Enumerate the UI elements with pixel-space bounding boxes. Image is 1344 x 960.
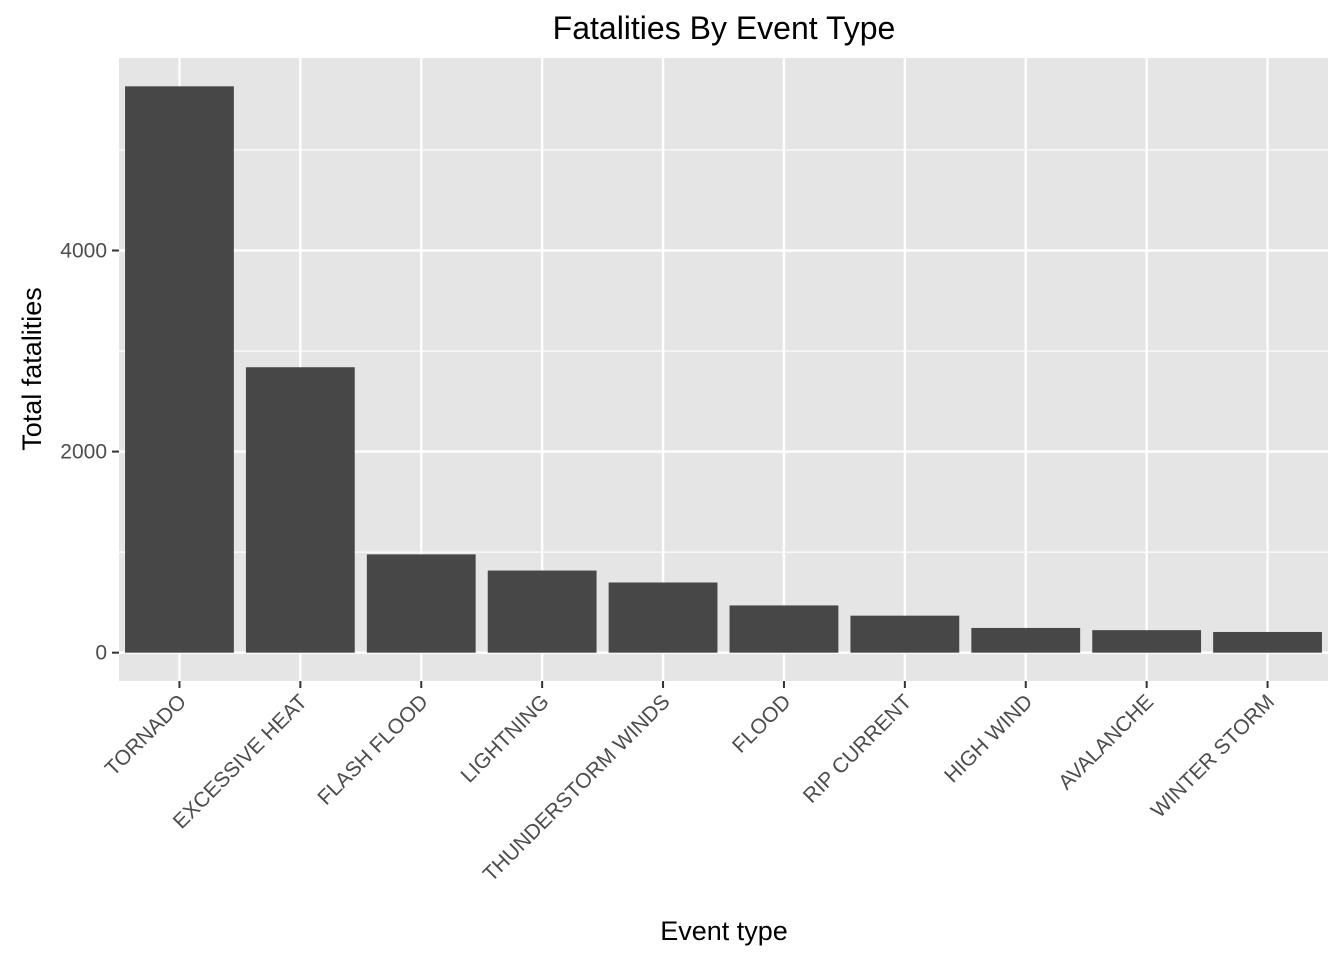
y-tick-label: 0 [95,642,107,665]
x-tick-label: FLASH FLOOD [313,690,432,809]
y-tick-label: 2000 [60,441,107,464]
x-tick-label: RIP CURRENT [799,690,917,808]
x-axis-title: Event type [660,916,788,946]
bar [608,582,718,653]
x-tick-label: AVALANCHE [1054,690,1158,794]
bar [125,86,234,653]
y-tick-label: 4000 [60,240,107,263]
bar [366,554,476,653]
chart-title: Fatalities By Event Type [553,10,896,46]
x-tick-label: EXCESSIVE HEAT [169,690,312,833]
bar [245,367,355,653]
x-tick-label: HIGH WIND [940,690,1037,787]
x-tick-label: WINTER STORM [1147,690,1279,822]
y-axis-ticks: 0 2000 4000 [60,240,119,665]
x-tick-label: FLOOD [728,690,795,757]
x-tick-label: LIGHTNING [457,690,554,787]
bar [850,615,960,653]
x-tick-label: TORNADO [101,690,191,780]
bar [1213,631,1322,653]
bar [1092,630,1202,653]
y-axis-title: Total fatalities [17,287,47,451]
bars [125,86,1322,653]
bar [971,627,1081,653]
bar [487,570,597,653]
bar [729,605,839,653]
